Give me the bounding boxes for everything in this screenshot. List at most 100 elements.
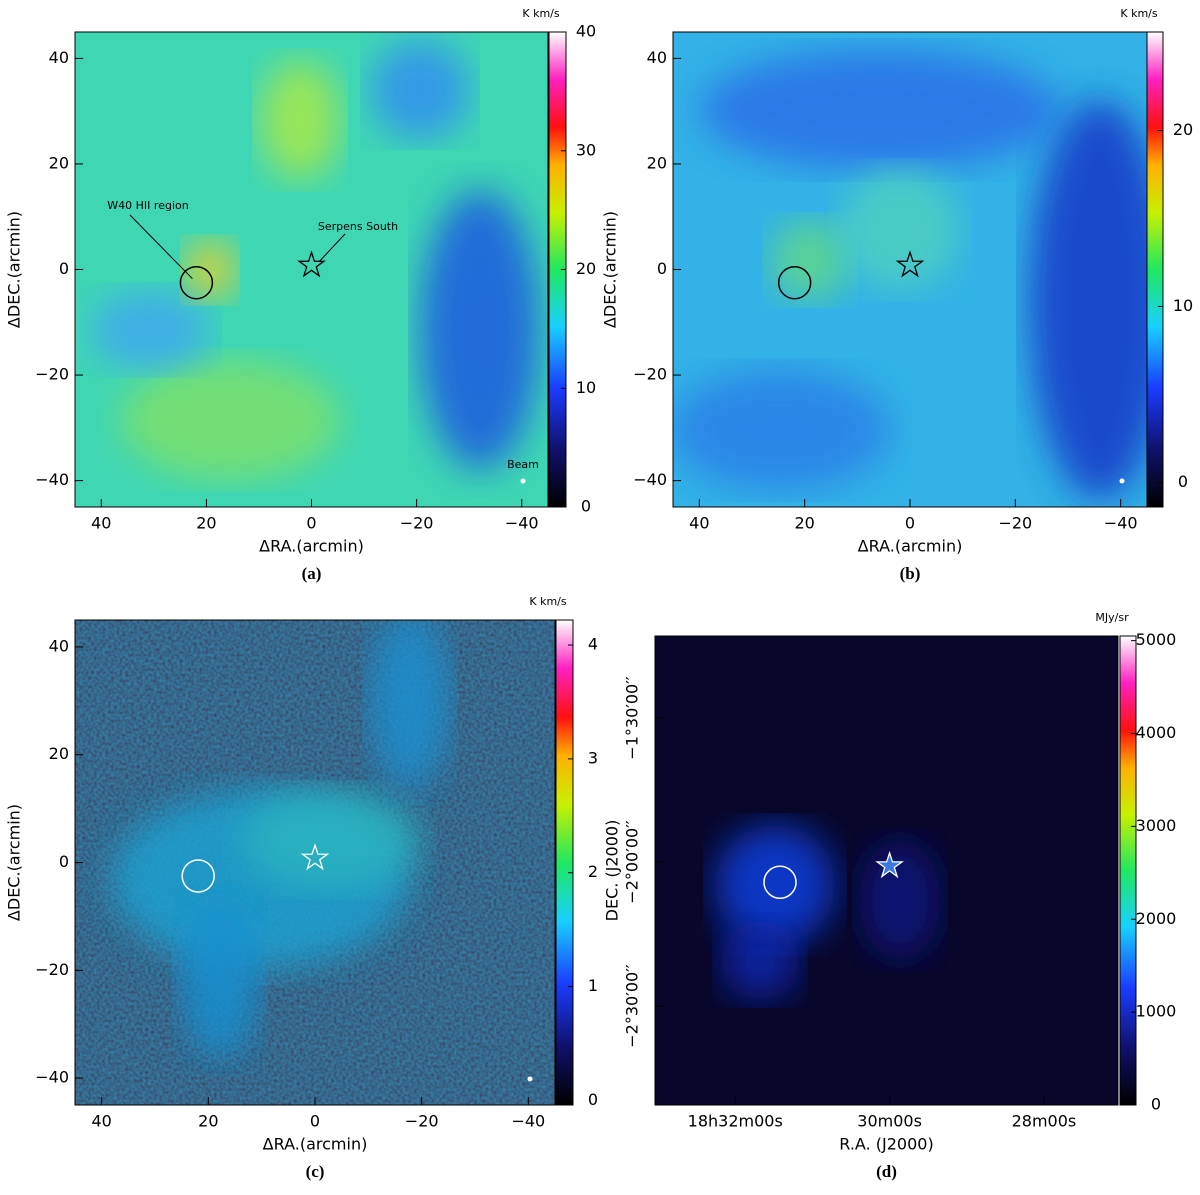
colorbar-tick-label: 20 (576, 259, 596, 278)
colorbar (555, 619, 574, 1106)
x-axis-label: ΔRA.(arcmin) (259, 537, 364, 556)
map-feature (720, 920, 800, 1000)
panel-label: (a) (302, 564, 322, 583)
y-tick-label: −20 (35, 365, 69, 384)
annotation: Beam (507, 458, 539, 471)
colorbar-unit: K km/s (522, 7, 560, 20)
map-feature (840, 170, 960, 290)
x-tick-label: 30m00s (857, 1112, 922, 1131)
x-axis-label: ΔRA.(arcmin) (858, 537, 963, 556)
colorbar-unit: MJy/sr (1095, 611, 1129, 624)
x-tick-label: 18h32m00s (688, 1112, 783, 1131)
w40-circle (777, 265, 812, 300)
x-tick-label: −40 (511, 1112, 545, 1131)
x-tick-label: 20 (794, 514, 814, 533)
x-axis-label: R.A. (J2000) (839, 1135, 933, 1154)
map-feature (715, 825, 835, 945)
map-feature (860, 840, 940, 960)
panel-label: (d) (876, 1162, 897, 1181)
colorbar-tick-label: 0 (581, 497, 591, 516)
y-tick-label: 40 (647, 48, 667, 67)
map-feature (240, 790, 420, 890)
colorbar-tick-label: 3000 (1136, 816, 1177, 835)
y-tick-label: −40 (633, 470, 667, 489)
x-tick-label: −20 (405, 1112, 439, 1131)
y-tick-label: −40 (35, 470, 69, 489)
serpens-star (297, 250, 326, 278)
colorbar-unit: K km/s (1120, 7, 1158, 20)
w40-circle (181, 859, 215, 893)
map-feature (260, 60, 340, 180)
beam (520, 478, 526, 484)
y-axis-label: ΔDEC.(arcmin) (5, 211, 24, 328)
x-tick-label: 40 (91, 514, 111, 533)
y-tick-label: 0 (59, 259, 69, 278)
colorbar-tick-label: 0 (1178, 472, 1188, 491)
map (75, 32, 548, 507)
colorbar-tick-label: 2000 (1136, 909, 1177, 928)
colorbar (1146, 31, 1164, 508)
serpens-star (300, 843, 330, 871)
y-tick-label: −20 (633, 365, 667, 384)
colorbar-tick-label: 5000 (1136, 630, 1177, 649)
map-feature (90, 290, 210, 370)
x-tick-label: −20 (998, 514, 1032, 533)
map-feature (185, 240, 235, 300)
annotation: W40 HII region (107, 199, 188, 212)
y-tick-label: −2°30′00′′ (623, 964, 642, 1048)
y-tick-label: −20 (35, 960, 69, 979)
y-tick-label: 20 (647, 153, 667, 172)
x-tick-label: 0 (310, 1112, 320, 1131)
colorbar-tick-label: 40 (576, 22, 596, 41)
colorbar-unit: K km/s (529, 595, 567, 608)
beam (527, 1076, 533, 1082)
y-tick-label: 20 (49, 744, 69, 763)
panel-label: (b) (900, 564, 921, 583)
x-tick-label: −20 (400, 514, 434, 533)
colorbar-tick-label: 2 (588, 862, 598, 881)
colorbar (1119, 635, 1137, 1106)
colorbar-tick-label: 10 (1173, 296, 1193, 315)
y-axis-label: ΔDEC.(arcmin) (601, 211, 620, 328)
y-tick-label: 40 (49, 636, 69, 655)
y-tick-label: −40 (35, 1068, 69, 1087)
colorbar-tick-label: 0 (588, 1090, 598, 1109)
annotation-arrow (129, 214, 193, 280)
colorbar-tick-label: 3 (588, 748, 598, 767)
x-tick-label: 28m00s (1012, 1112, 1077, 1131)
w40-circle (179, 265, 214, 300)
map-feature (180, 900, 260, 1060)
serpens-star (875, 850, 904, 879)
map-feature (1030, 100, 1147, 500)
x-tick-label: −40 (1104, 514, 1138, 533)
x-tick-label: 20 (198, 1112, 218, 1131)
x-tick-label: 0 (905, 514, 915, 533)
x-tick-label: 20 (196, 514, 216, 533)
map (75, 620, 555, 1105)
y-tick-label: 40 (49, 48, 69, 67)
x-tick-label: 0 (306, 514, 316, 533)
annotation: Serpens South (318, 220, 398, 233)
x-tick-label: 40 (689, 514, 709, 533)
colorbar-tick-label: 1000 (1136, 1002, 1177, 1021)
map-feature (370, 620, 450, 790)
map-feature (700, 50, 1060, 170)
annotation-arrow (319, 233, 346, 262)
map-feature (770, 220, 850, 300)
map-feature (120, 360, 340, 480)
colorbar-tick-label: 1 (588, 976, 598, 995)
x-axis-label: ΔRA.(arcmin) (263, 1135, 368, 1154)
w40-circle (763, 865, 797, 900)
x-tick-label: −40 (505, 514, 539, 533)
y-tick-label: 0 (657, 259, 667, 278)
y-tick-label: −2°00′00′′ (623, 820, 642, 904)
colorbar-tick-label: 10 (576, 378, 596, 397)
colorbar-tick-label: 30 (576, 140, 596, 159)
colorbar-tick-label: 20 (1173, 120, 1193, 139)
colorbar-tick-label: 4000 (1136, 723, 1177, 742)
serpens-star (895, 250, 925, 278)
y-tick-label: 20 (49, 153, 69, 172)
frame (654, 635, 1119, 1106)
x-tick-label: 40 (91, 1112, 111, 1131)
